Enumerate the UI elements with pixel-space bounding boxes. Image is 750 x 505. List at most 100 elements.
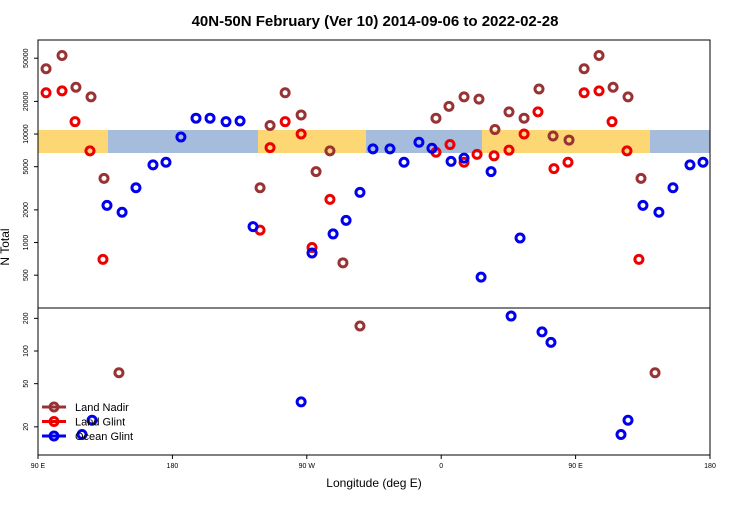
point bbox=[116, 206, 128, 218]
y-tick-label: 200 bbox=[23, 312, 30, 324]
point bbox=[547, 130, 559, 142]
series bbox=[40, 85, 645, 265]
point bbox=[548, 163, 560, 175]
map-band bbox=[38, 130, 710, 153]
point bbox=[622, 91, 634, 103]
y-tick-label: 1000 bbox=[23, 235, 30, 251]
point bbox=[621, 145, 633, 157]
point bbox=[147, 159, 159, 171]
y-tick-label: 50 bbox=[23, 380, 30, 388]
legend-marker bbox=[48, 401, 60, 413]
point bbox=[633, 253, 645, 265]
point bbox=[160, 156, 172, 168]
point bbox=[85, 91, 97, 103]
point bbox=[458, 152, 470, 164]
point bbox=[367, 143, 379, 155]
x-tick-label: 180 bbox=[167, 463, 179, 470]
point bbox=[533, 83, 545, 95]
x-tick-label: 90 E bbox=[568, 463, 583, 470]
point bbox=[578, 87, 590, 99]
y-axis-label: N Total bbox=[0, 228, 12, 265]
x-tick-label: 180 bbox=[704, 463, 716, 470]
point bbox=[56, 49, 68, 61]
point bbox=[635, 172, 647, 184]
point bbox=[306, 241, 318, 253]
point bbox=[563, 134, 575, 146]
series bbox=[40, 49, 661, 379]
point bbox=[69, 116, 81, 128]
y-tick-label: 20 bbox=[23, 423, 30, 431]
point bbox=[130, 182, 142, 194]
point bbox=[279, 87, 291, 99]
point bbox=[220, 116, 232, 128]
point bbox=[84, 145, 96, 157]
legend-label: Land Glint bbox=[75, 417, 125, 429]
legend-label: Land Nadir bbox=[75, 402, 129, 414]
point bbox=[264, 142, 276, 154]
y-tick-label: 20000 bbox=[23, 92, 30, 112]
x-tick-label: 90 W bbox=[299, 463, 316, 470]
y-tick-label: 5000 bbox=[23, 159, 30, 175]
point bbox=[697, 156, 709, 168]
y-tick-label: 50000 bbox=[23, 48, 30, 68]
point bbox=[458, 91, 470, 103]
point bbox=[545, 336, 557, 348]
point bbox=[337, 257, 349, 269]
point bbox=[247, 221, 259, 233]
point bbox=[488, 150, 500, 162]
point bbox=[306, 247, 318, 259]
point bbox=[430, 112, 442, 124]
point bbox=[190, 112, 202, 124]
point bbox=[279, 116, 291, 128]
point bbox=[443, 100, 455, 112]
point bbox=[653, 206, 665, 218]
point bbox=[324, 193, 336, 205]
y-tick-label: 10000 bbox=[23, 124, 30, 144]
point bbox=[514, 232, 526, 244]
point bbox=[518, 128, 530, 140]
y-tick-label: 100 bbox=[23, 345, 30, 357]
point bbox=[234, 115, 246, 127]
land-band bbox=[38, 130, 108, 153]
land-band bbox=[258, 130, 366, 153]
x-tick-label: 90 E bbox=[31, 463, 46, 470]
point bbox=[324, 145, 336, 157]
point bbox=[684, 159, 696, 171]
point bbox=[40, 63, 52, 75]
x-tick-label: 0 bbox=[439, 463, 443, 470]
point bbox=[98, 172, 110, 184]
point bbox=[458, 156, 470, 168]
point bbox=[426, 142, 438, 154]
point bbox=[86, 414, 98, 426]
point bbox=[295, 109, 307, 121]
point bbox=[475, 271, 487, 283]
point bbox=[310, 166, 322, 178]
point bbox=[593, 49, 605, 61]
plot-frame bbox=[37, 39, 711, 456]
point bbox=[485, 166, 497, 178]
point bbox=[113, 367, 125, 379]
y-tick-label: 500 bbox=[23, 269, 30, 281]
point bbox=[101, 199, 113, 211]
point bbox=[97, 253, 109, 265]
point bbox=[204, 112, 216, 124]
legend-marker bbox=[48, 430, 60, 442]
point bbox=[505, 310, 517, 322]
point bbox=[503, 144, 515, 156]
point bbox=[254, 182, 266, 194]
point bbox=[444, 139, 456, 151]
point bbox=[532, 106, 544, 118]
point bbox=[354, 320, 366, 332]
point bbox=[649, 367, 661, 379]
y-tick-label: 2000 bbox=[23, 202, 30, 218]
chart-title: 40N-50N February (Ver 10) 2014-09-06 to … bbox=[192, 13, 559, 30]
point bbox=[40, 87, 52, 99]
point bbox=[615, 428, 627, 440]
point bbox=[295, 128, 307, 140]
legend-marker bbox=[48, 416, 60, 427]
point bbox=[637, 199, 649, 211]
point bbox=[622, 414, 634, 426]
point bbox=[562, 156, 574, 168]
point bbox=[70, 81, 82, 93]
